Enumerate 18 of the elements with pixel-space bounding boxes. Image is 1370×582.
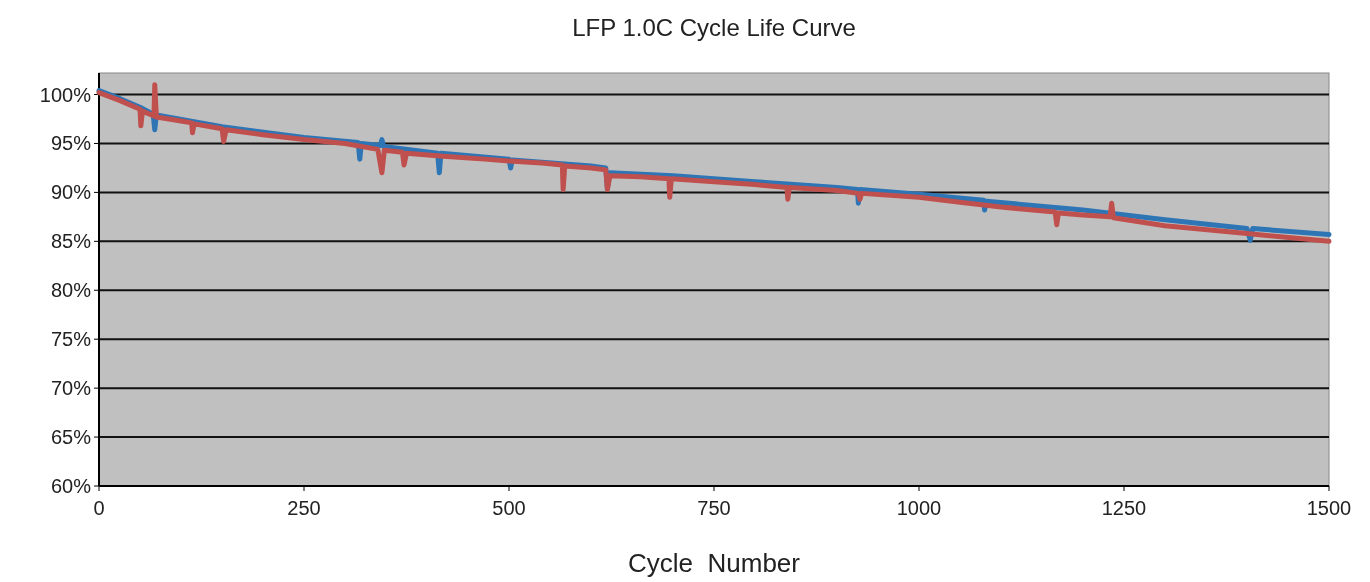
y-tick-label: 95%	[50, 132, 92, 155]
x-tick-label: 1250	[1101, 497, 1147, 519]
x-tick-label: 750	[697, 497, 731, 519]
x-tick-label: 0	[93, 497, 105, 519]
y-tick-label: 75%	[50, 328, 92, 351]
x-tick-label: 1000	[896, 497, 942, 519]
x-axis-title: Cycle Number	[628, 548, 801, 578]
x-tick-label: 1500	[1306, 497, 1352, 519]
y-tick-label: 70%	[50, 377, 92, 400]
y-tick-label: 65%	[50, 426, 92, 449]
y-tick-label: 60%	[50, 475, 92, 497]
x-tick-label: 250	[287, 497, 321, 519]
x-tick-label: 500	[492, 497, 526, 519]
y-tick-label: 100%	[39, 83, 92, 106]
y-tick-label: 90%	[50, 181, 92, 204]
chart-title: LFP 1.0C Cycle Life Curve	[572, 14, 856, 41]
y-tick-label: 80%	[50, 279, 92, 302]
y-tick-label: 85%	[50, 230, 92, 253]
